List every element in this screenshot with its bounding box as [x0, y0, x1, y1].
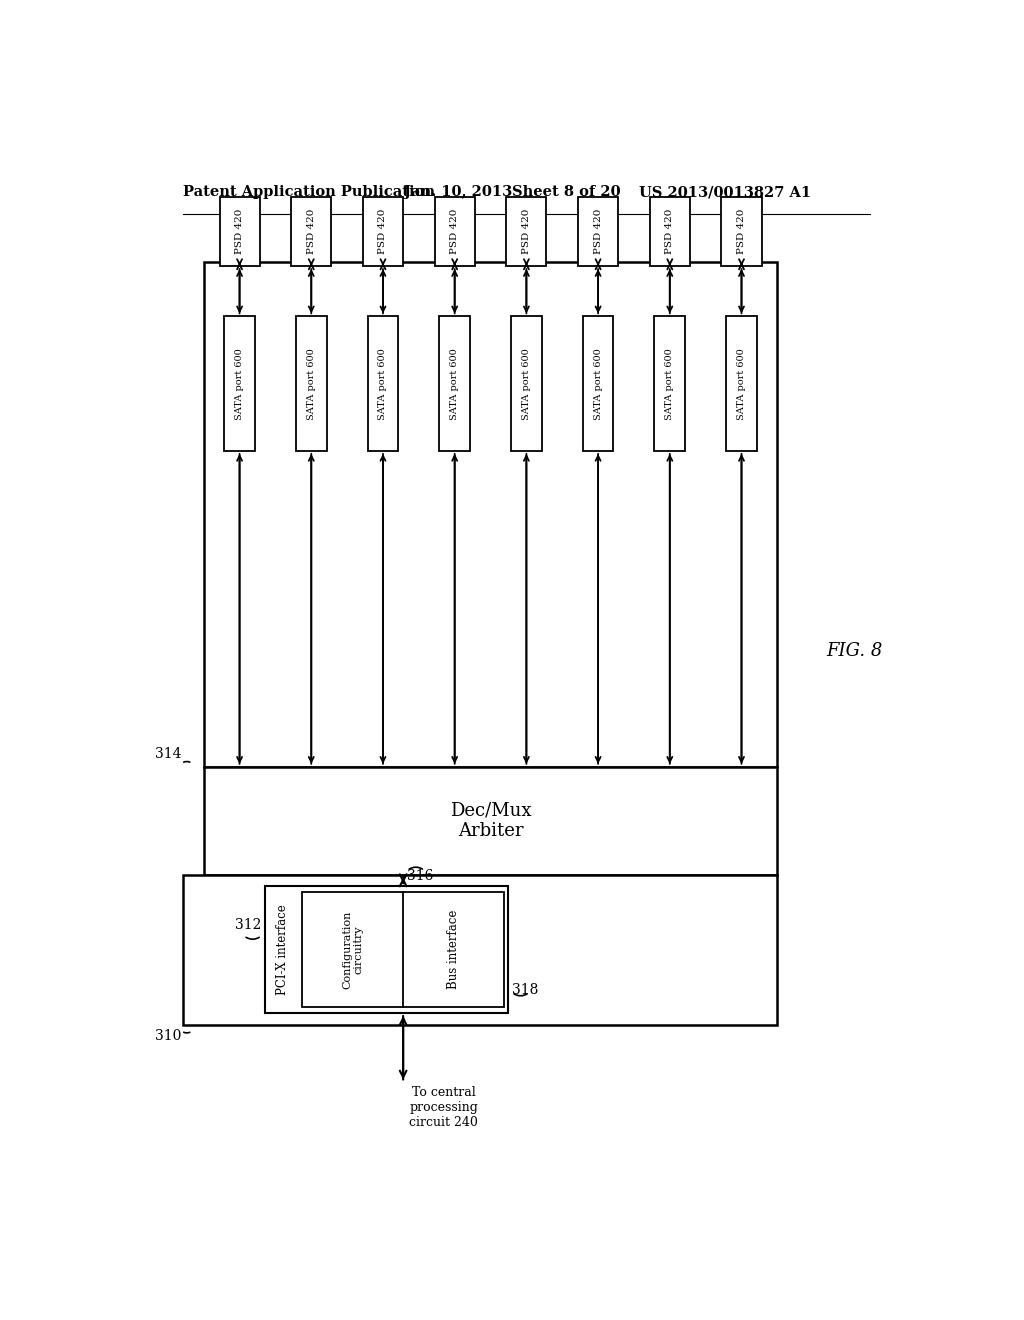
Bar	[507, 197, 547, 267]
Bar	[362, 197, 403, 267]
Text: SATA port 600: SATA port 600	[522, 347, 530, 420]
Bar	[368, 317, 398, 451]
Bar	[511, 317, 542, 451]
Text: Sheet 8 of 20: Sheet 8 of 20	[512, 185, 621, 199]
Text: PSD 420: PSD 420	[737, 209, 746, 255]
Text: PSD 420: PSD 420	[451, 209, 459, 255]
Text: SATA port 600: SATA port 600	[666, 347, 674, 420]
Text: SATA port 600: SATA port 600	[737, 347, 746, 420]
Bar	[224, 317, 255, 451]
Text: 314: 314	[155, 747, 181, 760]
Bar	[439, 317, 470, 451]
Text: To central
processing
circuit 240: To central processing circuit 240	[410, 1086, 478, 1129]
Text: SATA port 600: SATA port 600	[236, 347, 244, 420]
Text: PSD 420: PSD 420	[307, 209, 315, 255]
Text: Jan. 10, 2013: Jan. 10, 2013	[403, 185, 512, 199]
Bar	[726, 317, 757, 451]
Text: 316: 316	[407, 869, 433, 883]
Bar	[650, 197, 690, 267]
Text: PCI-X interface: PCI-X interface	[275, 904, 289, 995]
Bar	[722, 197, 762, 267]
Text: SATA port 600: SATA port 600	[594, 347, 602, 420]
Text: Configuration
circuitry: Configuration circuitry	[342, 911, 364, 989]
Bar	[583, 317, 613, 451]
Text: PSD 420: PSD 420	[522, 209, 530, 255]
Bar	[302, 892, 504, 1007]
Bar	[219, 197, 259, 267]
Text: FIG. 8: FIG. 8	[826, 643, 883, 660]
Text: PSD 420: PSD 420	[236, 209, 244, 255]
Text: PSD 420: PSD 420	[666, 209, 674, 255]
Text: PSD 420: PSD 420	[379, 209, 387, 255]
Text: SATA port 600: SATA port 600	[451, 347, 459, 420]
Text: US 2013/0013827 A1: US 2013/0013827 A1	[639, 185, 811, 199]
Bar	[579, 197, 618, 267]
Text: Bus interface: Bus interface	[447, 909, 460, 989]
Text: 310: 310	[155, 1028, 181, 1043]
Bar	[654, 317, 685, 451]
Bar	[291, 197, 332, 267]
Text: 312: 312	[236, 917, 261, 932]
Text: SATA port 600: SATA port 600	[307, 347, 315, 420]
Bar	[204, 263, 777, 767]
Text: Patent Application Publication: Patent Application Publication	[183, 185, 435, 199]
Bar	[434, 197, 475, 267]
Text: 318: 318	[512, 983, 538, 997]
Bar	[296, 317, 327, 451]
Text: PSD 420: PSD 420	[594, 209, 602, 255]
Bar	[204, 767, 777, 875]
Bar	[183, 875, 777, 1024]
Text: Dec/Mux
Arbiter: Dec/Mux Arbiter	[450, 801, 531, 840]
Bar	[265, 886, 508, 1014]
Text: SATA port 600: SATA port 600	[379, 347, 387, 420]
